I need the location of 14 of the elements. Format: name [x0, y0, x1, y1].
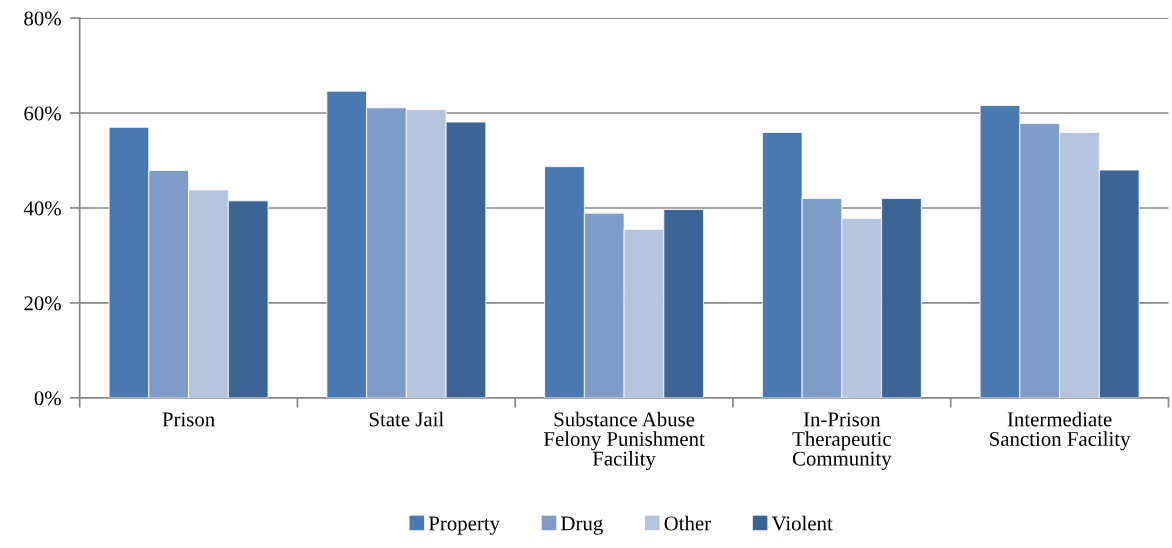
- legend-label: Other: [664, 515, 711, 531]
- x-tick-label: In-Prison Therapeutic Community: [792, 412, 892, 470]
- legend-label: Violent: [771, 515, 833, 531]
- x-tick-label: State Jail: [369, 411, 444, 427]
- legend-label: Drug: [561, 516, 603, 535]
- x-tick-label: Prison: [162, 412, 215, 427]
- y-tick-label: 60%: [24, 106, 61, 121]
- x-tick-label: Substance Abuse Felony Punishment Facility: [543, 411, 705, 470]
- y-tick-label: 20%: [24, 296, 61, 311]
- y-tick-label: 80%: [24, 11, 61, 26]
- y-tick-label: 0%: [34, 391, 61, 406]
- y-tick-label: 40%: [23, 201, 61, 216]
- x-tick-label: Intermediate Sanction Facility: [990, 411, 1131, 451]
- legend-label: Property: [428, 516, 500, 535]
